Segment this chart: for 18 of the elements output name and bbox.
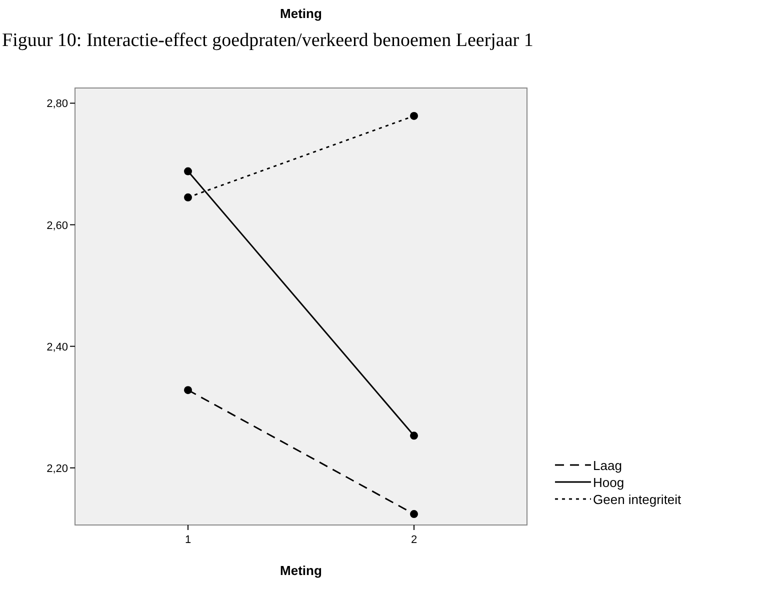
point bbox=[410, 432, 418, 440]
point bbox=[410, 510, 418, 518]
y-tick-label: 2,20 bbox=[46, 462, 68, 475]
point bbox=[184, 193, 192, 202]
legend-label: Hoog bbox=[593, 475, 624, 490]
point bbox=[184, 167, 192, 176]
x-tick-label: 2 bbox=[410, 534, 418, 546]
y-tick-label: 2,60 bbox=[46, 220, 68, 232]
y-tick-label: 2,40 bbox=[46, 341, 68, 354]
legend-label: Geen integriteit bbox=[593, 492, 682, 507]
x-axis-title: Meting bbox=[280, 563, 322, 578]
legend-label: Laag bbox=[593, 458, 622, 473]
chart-title: Meting bbox=[280, 6, 322, 21]
y-tick-label: 2,80 bbox=[46, 98, 68, 110]
x-tick-label: 1 bbox=[184, 534, 192, 546]
text: Figuur 10: Interactie-effect goedpraten/verkeerd benoemen Leerjaar 1 bbox=[2, 30, 534, 51]
point bbox=[184, 386, 192, 394]
point bbox=[410, 112, 418, 120]
